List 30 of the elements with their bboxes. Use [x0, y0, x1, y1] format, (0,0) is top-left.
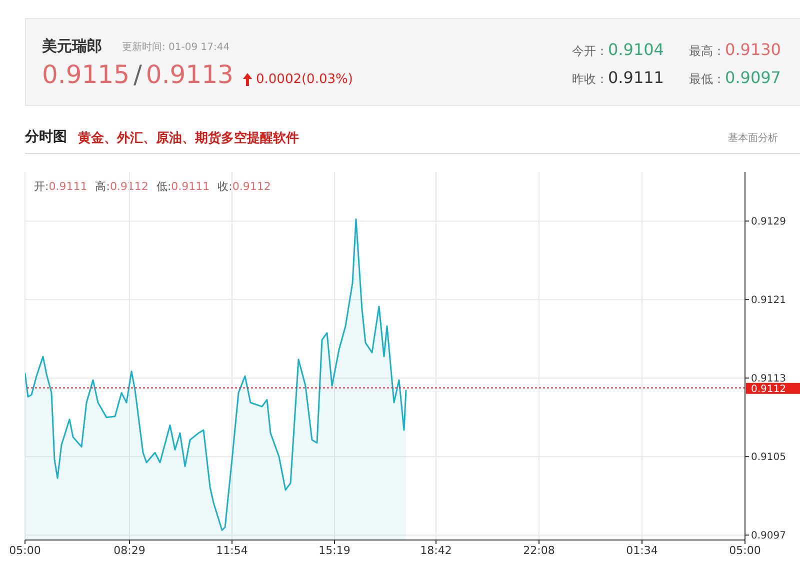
y-tick-label: 0.9129	[751, 216, 786, 228]
x-tick-label: 11:54	[216, 544, 248, 557]
y-tick-label: 0.9105	[751, 452, 786, 464]
x-tick-label: 22:08	[523, 544, 555, 557]
annotation: 0.9112	[232, 180, 271, 193]
x-tick-label: 18:42	[420, 544, 452, 557]
text: 0.0002(0.03%)	[256, 72, 353, 87]
x-tick-label: 01:34	[626, 544, 658, 557]
x-tick-label: 08:29	[114, 544, 146, 557]
annotation: 0.9112	[110, 180, 148, 193]
annotation: 0.9111	[171, 180, 210, 193]
chart-title: 美元瑞郎	[42, 37, 102, 56]
x-tick-label: 15:19	[318, 544, 350, 557]
chart-subtitle: 更新时间: 01-09 17:44	[122, 40, 230, 54]
text: 0.9115	[42, 60, 130, 89]
text: /	[133, 60, 142, 89]
y-tick-label: 0.9113	[751, 374, 786, 385]
y-tick-label: 0.9121	[751, 295, 786, 306]
text: 0.9130	[725, 40, 781, 59]
text: 分时图	[25, 128, 67, 146]
text: 0.9111	[608, 68, 664, 87]
text: 黄金、外汇、原油、期货多空提醒软件	[78, 130, 299, 147]
annotation: 0.9111	[48, 180, 88, 193]
y-tick-label: 0.9097	[751, 530, 786, 542]
x-tick-label: 05:00	[9, 544, 41, 557]
x-tick-label: 05:00	[729, 544, 761, 557]
text: 0.9113	[146, 60, 234, 89]
ref-line-label: 0.9112	[751, 384, 786, 395]
text: 0.9104	[608, 40, 664, 59]
text: 基本面分析	[728, 132, 778, 145]
